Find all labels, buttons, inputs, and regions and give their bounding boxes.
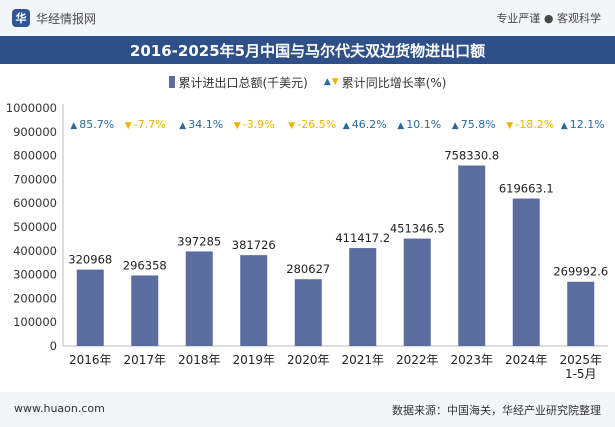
y-tick-label: 800000: [13, 149, 57, 163]
footer: www.huaon.com 数据来源：中国海关，华经产业研究院整理: [0, 392, 615, 427]
data-source: 数据来源：中国海关，华经产业研究院整理: [392, 404, 601, 417]
bar: [294, 279, 322, 346]
x-tick-label: 2019年: [232, 353, 275, 367]
x-tick-label: 2020年: [287, 353, 330, 367]
x-tick-label: 2017年: [123, 353, 166, 367]
growth-rate-label: -18.2%: [515, 118, 554, 131]
y-tick-label: 1000000: [6, 101, 57, 115]
triangle-up-icon: ▲: [70, 121, 77, 131]
bar-value-label: 320968: [68, 253, 112, 267]
growth-rate-label: -7.7%: [134, 118, 166, 131]
bar-value-label: 269992.6: [553, 265, 608, 279]
bar: [403, 238, 431, 346]
website-link[interactable]: www.huaon.com: [14, 402, 105, 415]
growth-rate-label: 46.2%: [352, 118, 387, 131]
bar: [185, 251, 213, 346]
triangle-up-icon: ▲: [179, 121, 186, 131]
legend-item-total: 累计进出口总额(千美元): [168, 74, 308, 91]
bar: [512, 198, 540, 346]
x-tick-label: 2016年: [69, 353, 112, 367]
growth-rate-label: 85.7%: [79, 118, 114, 131]
triangle-up-icon: ▲: [452, 121, 459, 131]
chart-title: 2016-2025年5月中国与马尔代夫双边货物进出口额: [129, 42, 486, 60]
tagline: 专业严谨 ● 客观科学: [496, 12, 601, 25]
triangle-up-icon: ▲: [323, 77, 331, 87]
y-tick-label: 900000: [13, 125, 57, 139]
bar-value-label: 397285: [177, 234, 221, 248]
brand[interactable]: 华 华经情报网: [12, 8, 96, 28]
bar-value-label: 758330.8: [444, 149, 499, 163]
growth-rate-label: 34.1%: [188, 118, 223, 131]
y-tick-label: 200000: [13, 291, 57, 305]
legend-item-growth: ▲ ▼ 累计同比增长率(%): [324, 74, 447, 91]
bar-value-label: 411417.2: [335, 231, 390, 245]
x-tick-label: 1-5月: [565, 367, 597, 381]
y-tick-label: 700000: [13, 172, 57, 186]
y-tick-label: 0: [50, 339, 57, 353]
x-tick-label: 2022年: [396, 353, 439, 367]
bar-value-label: 451346.5: [390, 222, 445, 236]
x-tick-label: 2023年: [450, 353, 493, 367]
bar: [458, 165, 486, 346]
triangle-up-icon: ▲: [397, 121, 404, 131]
triangle-down-icon: ▼: [234, 121, 241, 131]
brand-logo-icon: 华: [12, 9, 30, 27]
legend-label-growth: 累计同比增长率(%): [341, 75, 447, 90]
triangle-down-icon: ▼: [331, 77, 339, 87]
growth-rate-label: -26.5%: [297, 118, 336, 131]
y-tick-label: 400000: [13, 244, 57, 258]
legend-label-total: 累计进出口总额(千美元): [178, 75, 308, 90]
bar: [349, 248, 377, 346]
bar-value-label: 381726: [232, 238, 276, 252]
growth-rate-label: 12.1%: [570, 118, 605, 131]
y-tick-label: 600000: [13, 196, 57, 210]
growth-rate-label: 10.1%: [406, 118, 441, 131]
growth-rate-label: -3.9%: [243, 118, 275, 131]
bar-value-label: 280627: [286, 262, 330, 276]
triangle-down-icon: ▼: [288, 121, 295, 131]
bar: [567, 281, 595, 346]
triangle-up-icon: ▲: [343, 121, 350, 131]
bar-chart: 0 100000 200000 300000 400000 500000 600000 700…: [6, 101, 608, 381]
x-tick-label: 2024年: [505, 353, 548, 367]
bar-value-label: 296358: [123, 258, 167, 272]
brand-name: 华经情报网: [36, 11, 97, 26]
bar-swatch-icon: [168, 76, 175, 88]
title-bar: 2016-2025年5月中国与马尔代夫双边货物进出口额: [0, 36, 615, 64]
y-tick-label: 100000: [13, 315, 57, 329]
triangle-down-icon: ▼: [125, 121, 132, 131]
bar: [240, 255, 268, 346]
top-bar: 华 华经情报网 专业严谨 ● 客观科学: [0, 0, 615, 36]
bar: [76, 269, 104, 346]
x-tick-label: 2025年: [559, 353, 602, 367]
growth-rate-label: 75.8%: [461, 118, 496, 131]
x-tick-label: 2021年: [341, 353, 384, 367]
y-tick-label: 500000: [13, 220, 57, 234]
x-tick-label: 2018年: [178, 353, 221, 367]
chart-legend: 累计进出口总额(千美元) ▲ ▼ 累计同比增长率(%): [0, 72, 615, 92]
triangle-up-icon: ▲: [561, 121, 568, 131]
bar-value-label: 619663.1: [499, 182, 554, 196]
y-tick-label: 300000: [13, 268, 57, 282]
bar: [131, 275, 159, 346]
triangle-down-icon: ▼: [506, 121, 513, 131]
